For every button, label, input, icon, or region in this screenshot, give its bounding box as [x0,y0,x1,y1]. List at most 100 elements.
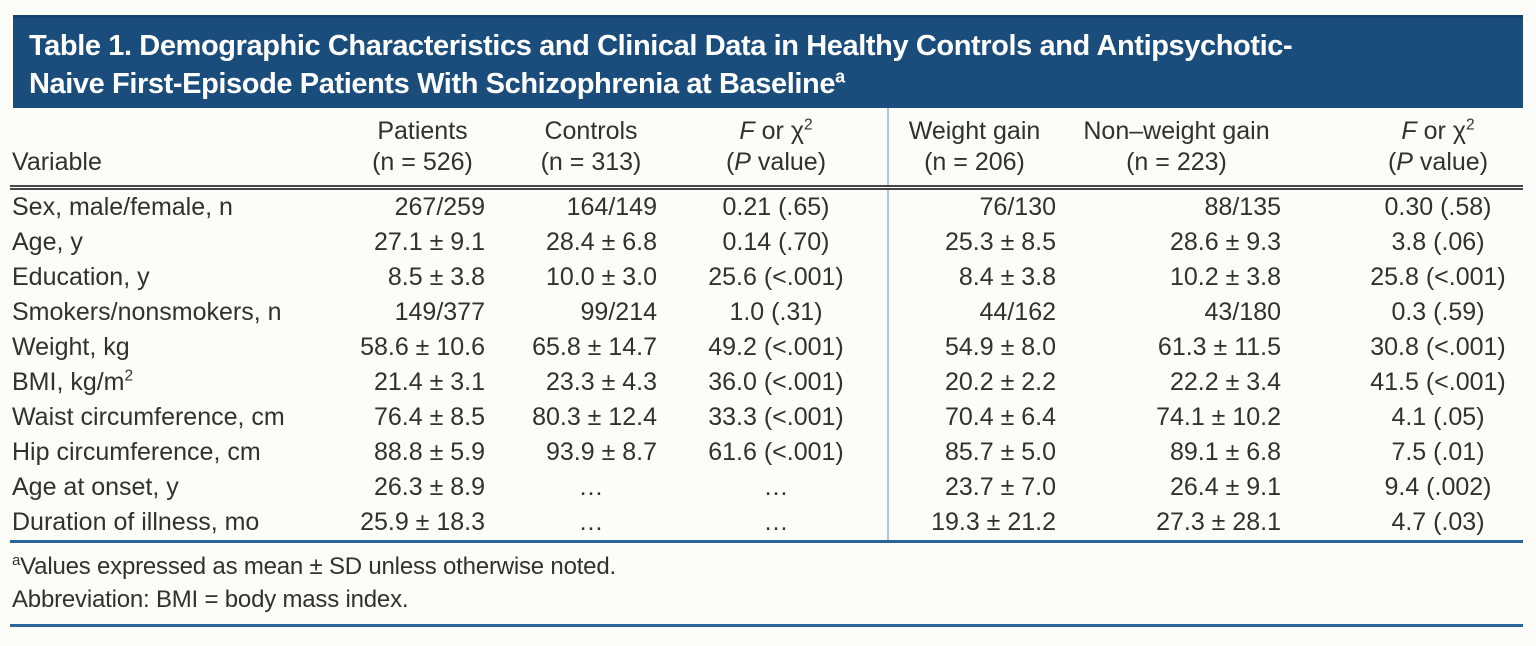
footnote-values-text: Values expressed as mean ± SD unless oth… [20,553,616,580]
data-cell: 0.21 (.65) [695,187,889,225]
data-cell: 89.1 ± 6.8 [1169,438,1281,466]
chi-squared-sup: 2 [1465,116,1475,134]
data-cell: 19.3 ± 21.2 [931,508,1056,536]
row-label: Waist circumference, cm [12,403,285,431]
col-header-variable-label: Variable [12,148,102,176]
data-cell: … [695,505,889,540]
data-cell: 22.2 ± 3.4 [1169,368,1281,396]
demographics-table: Variable Patients (n = 526) Controls (n … [10,108,1523,540]
data-cell: 0.3 (.59) [1391,298,1485,326]
col-header-weight-gain: Weight gain (n = 206) [888,108,1068,190]
data-cell: 0.30 (.58) [1384,193,1492,221]
table-title-band: Table 1. Demographic Characteristics and… [13,15,1523,108]
data-cell: 33.3 (<.001) [695,400,889,435]
data-cell: 27.1 ± 9.1 [373,228,485,256]
divider-rule-top-of-footnotes [10,540,1523,543]
row-label: Age, y [12,228,83,256]
data-cell: 61.3 ± 11.5 [1157,333,1281,361]
data-cell: 21.4 ± 3.1 [373,368,485,396]
p-italic: P [1396,148,1413,176]
row-label: Hip circumference, cm [12,438,261,466]
data-cell: 41.5 (<.001) [1370,368,1506,396]
table-row: Age at onset, y 26.3 ± 8.9 … … 23.7 ± 7.0 26.… [10,470,1523,505]
paren-open: ( [1387,148,1397,176]
data-cell: 36.0 (<.001) [695,365,889,400]
footnote-marker-a: a [12,552,21,569]
title-text-line1: Table 1. Demographic Characteristics and… [29,30,1293,62]
data-cell: 0.14 (.70) [695,225,889,260]
value-close-text: value) [750,148,827,176]
row-label: Sex, male/female, n [12,193,233,221]
data-cell: 26.3 ± 8.9 [373,473,485,501]
paren-open: ( [725,148,735,176]
f-italic: F [1401,117,1417,145]
row-label: Duration of illness, mo [12,508,260,536]
col-header-controls-n: (n = 313) [540,148,642,176]
p-value-label: (P value) [695,147,857,178]
table-row: Waist circumference, cm 76.4 ± 8.5 80.3 ± … [10,400,1523,435]
row-label: Education, y [12,263,150,291]
data-cell: 8.5 ± 3.8 [387,263,485,291]
col-header-controls: Controls (n = 313) [525,108,695,190]
data-cell: 58.6 ± 10.6 [360,333,485,361]
title-text-line2: Naive First-Episode Patients With Schizo… [29,68,836,100]
f-chi-statistic-label: F or χ2 [695,116,857,147]
data-cell: 1.0 (.31) [695,295,889,330]
data-cell: 4.1 (.05) [1391,403,1485,431]
footnotes: aValues expressed as mean ± SD unless ot… [10,543,1523,624]
data-cell: 4.7 (.03) [1391,508,1485,536]
data-cell: 93.9 ± 8.7 [545,438,657,466]
data-cell: 88/135 [1204,193,1281,221]
data-cell: 76/130 [979,193,1056,221]
data-cell: 74.1 ± 10.2 [1156,403,1281,431]
data-cell: 267/259 [394,193,485,221]
data-cell: 80.3 ± 12.4 [532,403,657,431]
data-cell: 8.4 ± 3.8 [958,263,1056,291]
col-header-weight-gain-title: Weight gain [908,117,1041,145]
data-cell: 99/214 [580,298,657,326]
data-cell: 26.4 ± 9.1 [1169,473,1281,501]
data-cell: 76.4 ± 8.5 [373,403,485,431]
data-cell: 30.8 (<.001) [1370,333,1506,361]
data-cell: 25.9 ± 18.3 [360,508,485,536]
header-row: Variable Patients (n = 526) Controls (n … [10,108,1523,190]
table-row: Duration of illness, mo 25.9 ± 18.3 … … 19.3… [10,505,1523,540]
col-header-patients: Patients (n = 526) [360,108,525,190]
data-cell: 164/149 [566,193,657,221]
f-italic: F [739,117,755,145]
col-header-f-chi-left: F or χ2 (P value) [695,108,889,190]
data-cell: 20.2 ± 2.2 [944,368,1056,396]
footnote-values: aValues expressed as mean ± SD unless ot… [12,550,1523,583]
table-row: Weight, kg 58.6 ± 10.6 65.8 ± 14.7 49.2 (<.… [10,330,1523,365]
or-chi-text: or χ [754,117,804,145]
data-cell: 49.2 (<.001) [695,330,889,365]
col-header-weight-gain-n: (n = 206) [924,148,1025,176]
col-header-patients-title: Patients [377,117,468,145]
col-header-patients-n: (n = 526) [372,148,473,176]
data-cell: 23.7 ± 7.0 [944,473,1056,501]
col-header-nonweight-gain: Non–weight gain (n = 223) [1068,108,1303,190]
or-chi-text: or χ [1416,117,1466,145]
col-header-controls-title: Controls [544,117,638,145]
data-cell: 88.8 ± 5.9 [373,438,485,466]
data-cell: 28.4 ± 6.8 [545,228,657,256]
data-cell: … [578,508,604,536]
table-title-line1: Table 1. Demographic Characteristics and… [29,27,1523,65]
table-header: Variable Patients (n = 526) Controls (n … [10,108,1523,190]
col-header-f-chi-right: F or χ2 (P value) [1303,108,1523,190]
chi-squared-sup: 2 [803,116,813,134]
col-header-nonweight-gain-title: Non–weight gain [1083,117,1270,145]
data-cell: 25.3 ± 8.5 [944,228,1056,256]
f-chi-statistic-label: F or χ2 [1353,116,1523,147]
data-cell: 10.0 ± 3.0 [545,263,657,291]
data-cell: 43/180 [1204,298,1281,326]
col-header-nonweight-gain-n: (n = 223) [1126,148,1227,176]
row-label: Weight, kg [12,333,130,361]
p-italic: P [734,148,751,176]
data-cell: 10.2 ± 3.8 [1169,263,1281,291]
table-row: Age, y 27.1 ± 9.1 28.4 ± 6.8 0.14 (.70) 25.3… [10,225,1523,260]
table-row: Hip circumference, cm 88.8 ± 5.9 93.9 ± 8.… [10,435,1523,470]
data-cell: 28.6 ± 9.3 [1169,228,1281,256]
data-cell: 23.3 ± 4.3 [545,368,657,396]
value-close-text: value) [1412,148,1489,176]
